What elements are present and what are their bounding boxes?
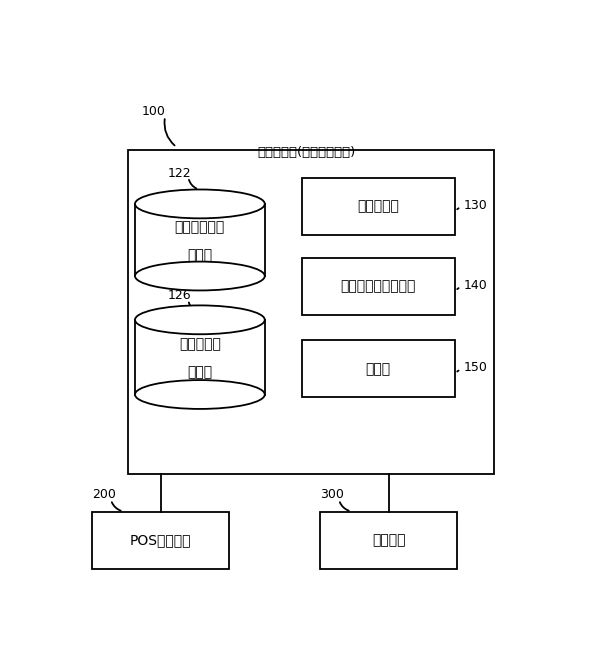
Text: カード情報: カード情報 <box>179 337 221 351</box>
Bar <box>302 178 455 235</box>
Bar <box>135 204 265 276</box>
Text: 第２取得部: 第２取得部 <box>358 199 399 213</box>
Bar <box>302 258 455 314</box>
Text: 300: 300 <box>321 488 344 502</box>
Text: 更新部: 更新部 <box>366 362 391 376</box>
Text: 200: 200 <box>92 488 116 502</box>
Bar <box>92 512 229 569</box>
Text: 150: 150 <box>464 361 488 374</box>
Bar <box>302 341 455 397</box>
Text: POSレジ端末: POSレジ端末 <box>130 533 191 547</box>
Text: 顧客端末: 顧客端末 <box>372 533 405 547</box>
Text: 130: 130 <box>464 199 488 212</box>
Bar <box>321 512 457 569</box>
Bar <box>135 320 265 395</box>
Ellipse shape <box>135 189 265 218</box>
Ellipse shape <box>135 380 265 409</box>
Text: 122: 122 <box>167 167 191 179</box>
Ellipse shape <box>135 305 265 334</box>
Text: 140: 140 <box>464 279 488 292</box>
Text: 100: 100 <box>142 104 166 118</box>
Text: 記憶部: 記憶部 <box>187 248 212 262</box>
Text: ポイント情報: ポイント情報 <box>175 220 225 234</box>
Text: 記憶部: 記憶部 <box>187 366 212 379</box>
Ellipse shape <box>135 262 265 290</box>
Text: サーバ装置(情報処理装置): サーバ装置(情報処理装置) <box>257 146 356 159</box>
Text: 第２ポイント付与部: 第２ポイント付与部 <box>341 280 416 293</box>
Bar <box>128 150 494 474</box>
Text: 126: 126 <box>167 289 191 302</box>
